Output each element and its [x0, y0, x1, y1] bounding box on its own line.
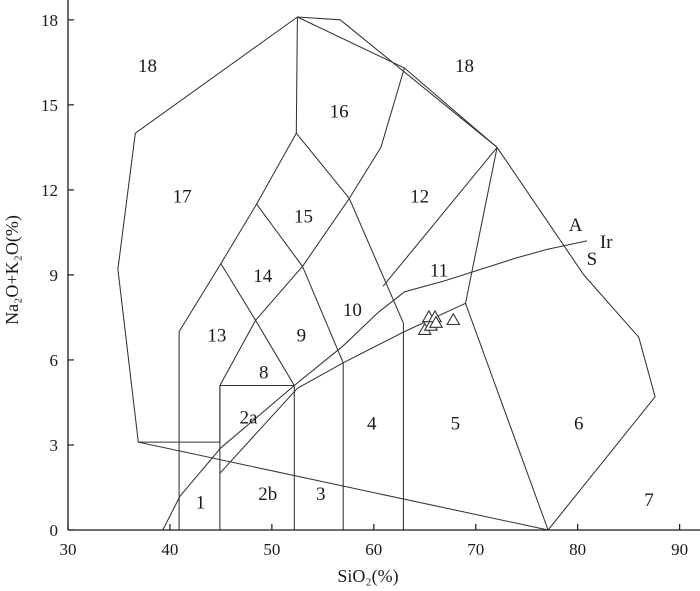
field-label-18: 18	[138, 56, 157, 77]
boundary-line-m	[404, 67, 498, 148]
boundary-outer-envelope	[117, 16, 656, 531]
field-label-2a: 2a	[239, 408, 258, 429]
x-tick-label: 30	[60, 540, 77, 559]
field-label-10: 10	[343, 300, 362, 321]
field-label-3: 3	[316, 484, 326, 505]
sample-point-triangle	[446, 312, 461, 326]
y-tick-label: 12	[41, 181, 58, 200]
x-tick-label: 90	[671, 540, 688, 559]
field-label-8: 8	[259, 362, 269, 383]
field-label-9: 9	[297, 325, 307, 346]
boundary-line-g	[295, 132, 350, 267]
field-label-16: 16	[330, 102, 349, 123]
field-label-6: 6	[574, 413, 584, 434]
x-tick-label: 40	[161, 540, 178, 559]
curve-label-a: A	[569, 215, 583, 236]
sample-points	[417, 309, 461, 335]
boundary-line-e	[220, 263, 257, 321]
y-tick-label: 0	[50, 521, 59, 540]
curve-label-ir: Ir	[600, 232, 613, 253]
x-tick-label: 50	[263, 540, 280, 559]
field-label-4: 4	[367, 413, 377, 434]
sample-point-triangle	[428, 315, 444, 328]
field-label-11: 11	[430, 260, 448, 281]
field-label-12: 12	[410, 187, 429, 208]
y-tick-label: 3	[50, 436, 59, 455]
y-tick-label: 18	[41, 11, 58, 30]
boundary-line-k	[348, 198, 404, 530]
field-label-17: 17	[173, 187, 192, 208]
field-label-13: 13	[207, 325, 226, 346]
field-label-15: 15	[294, 206, 313, 227]
boundary-line-i	[219, 302, 549, 531]
curve-label-s: S	[587, 249, 598, 270]
x-tick-label: 80	[569, 540, 586, 559]
boundary-line-c	[219, 384, 295, 530]
boundary-line-a	[178, 16, 298, 530]
x-axis-ticks: 30 40 50 60 70 80 90	[60, 524, 688, 559]
field-label-5: 5	[451, 413, 461, 434]
field-label-1: 1	[196, 493, 206, 514]
x-tick-label: 60	[365, 540, 382, 559]
y-tick-label: 6	[50, 351, 59, 370]
y-tick-label: 9	[50, 266, 59, 285]
field-label-2b: 2b	[258, 484, 277, 505]
x-axis-title: SiO₂(%)	[337, 566, 398, 587]
boundary-line-j	[297, 16, 406, 199]
y-axis-ticks: 0 3 6 9 12 15 18	[41, 11, 74, 540]
boundary-line-d	[219, 319, 295, 386]
y-tick-label: 15	[41, 96, 58, 115]
field-boundaries	[117, 16, 656, 531]
x-tick-label: 70	[467, 540, 484, 559]
field-label-7: 7	[644, 490, 654, 511]
y-axis-title: Na₂O+K₂O(%)	[2, 215, 23, 325]
series-boundary-labels: A IrS	[569, 215, 613, 270]
boundary-line-n	[162, 240, 588, 531]
field-label-18: 18	[455, 56, 474, 77]
field-labels: 18 18 16 17 15 12 14 11 10 13 9 8 2a 4 5 6 1 2b 3 7	[138, 56, 654, 513]
field-label-14: 14	[253, 266, 273, 287]
